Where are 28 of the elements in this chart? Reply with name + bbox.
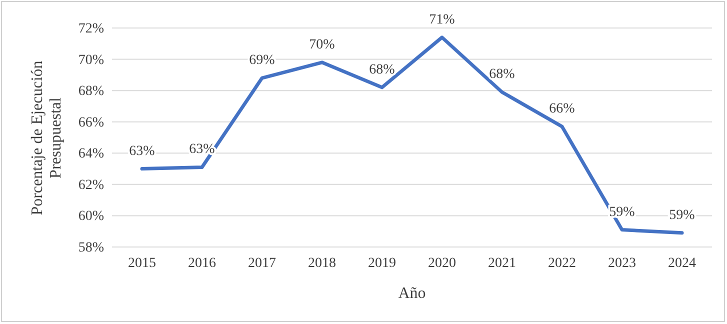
x-tick-label: 2016 [188,256,216,271]
x-tick-label: 2019 [368,256,396,271]
x-tick-label: 2024 [668,256,696,271]
y-tick-label: 68% [78,84,104,100]
y-tick-label: 64% [78,146,104,162]
x-tick-label: 2017 [248,256,276,271]
x-tick-label: 2015 [128,256,156,271]
data-label: 70% [309,37,336,52]
y-tick-label: 72% [78,21,104,36]
y-tick-label: 66% [78,115,104,130]
x-axis-title: Año [398,285,426,302]
y-axis-title: Porcentaje de Ejecución Presupuestal [29,60,64,216]
y-tick-label: 58% [78,240,104,256]
data-label: 63% [129,144,156,159]
y-tick-label: 60% [78,209,104,224]
x-tick-label: 2020 [428,256,456,271]
y-tick-label: 62% [78,178,104,193]
data-label: 68% [489,67,516,82]
data-label: 71% [429,12,456,28]
x-tick-label: 2023 [608,256,636,271]
data-label: 69% [249,53,276,68]
data-label: 68% [369,62,396,78]
data-label: 59% [669,208,696,223]
x-tick-label: 2021 [488,256,516,271]
x-tick-label: 2018 [308,256,336,271]
data-label: 66% [549,102,576,117]
y-tick-label: 70% [78,52,104,68]
x-tick-label: 2022 [548,256,576,271]
